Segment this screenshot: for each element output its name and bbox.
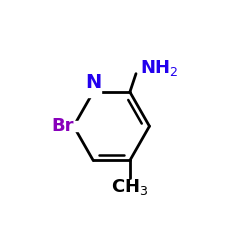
Text: N: N [85,73,101,92]
Bar [65,121,82,131]
Text: NH$_2$: NH$_2$ [140,58,178,78]
Text: CH$_3$: CH$_3$ [111,177,148,197]
Text: Br: Br [51,117,74,135]
Bar [86,87,101,97]
